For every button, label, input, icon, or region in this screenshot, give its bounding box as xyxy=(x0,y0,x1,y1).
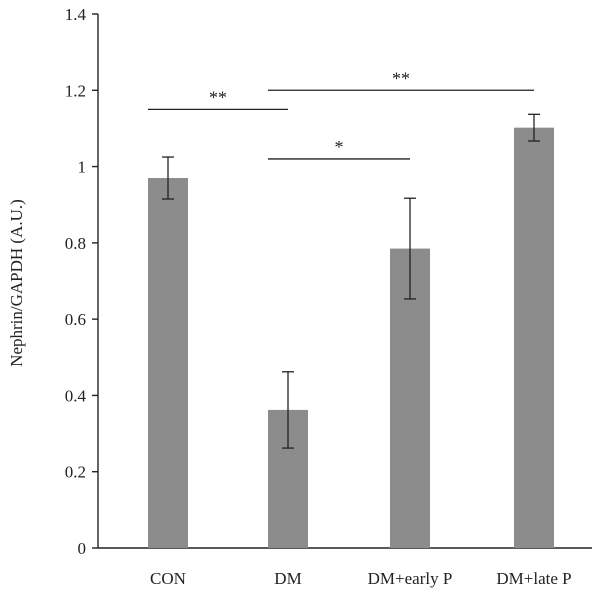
significance-brackets: ***** xyxy=(148,68,534,160)
bar xyxy=(148,178,188,548)
y-tick-label: 1 xyxy=(78,158,87,177)
significance-label: ** xyxy=(392,68,410,88)
x-tick-label: DM+late P xyxy=(496,569,571,588)
x-axis: CON DM DM+early P DM+late P xyxy=(98,547,592,588)
y-tick-label: 0.4 xyxy=(65,386,87,405)
x-tick-label: CON xyxy=(150,569,186,588)
x-tick-label: DM+early P xyxy=(368,569,453,588)
y-tick-label: 0 xyxy=(78,539,87,558)
y-axis-title: Nephrin/GAPDH (A.U.) xyxy=(7,199,26,367)
significance-label: * xyxy=(335,137,344,157)
bar xyxy=(514,127,554,548)
error-bars xyxy=(162,113,540,449)
y-tick-label: 1.2 xyxy=(65,81,86,100)
bars xyxy=(148,127,554,549)
y-axis: 0 0.2 0.4 0.6 0.8 1 1.2 1.4 xyxy=(65,5,99,558)
x-tick-label: DM xyxy=(274,569,301,588)
y-tick-label: 0.6 xyxy=(65,310,86,329)
significance-label: ** xyxy=(209,87,227,107)
y-tick-label: 0.8 xyxy=(65,234,86,253)
y-tick-label: 1.4 xyxy=(65,5,87,24)
y-tick-label: 0.2 xyxy=(65,463,86,482)
